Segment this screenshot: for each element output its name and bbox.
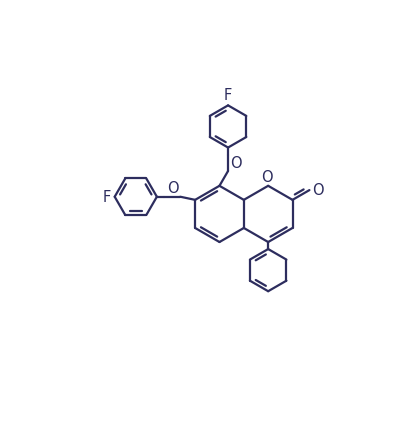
- Text: O: O: [167, 181, 178, 196]
- Text: O: O: [230, 156, 242, 171]
- Text: O: O: [262, 169, 273, 184]
- Text: O: O: [312, 182, 324, 197]
- Text: F: F: [224, 88, 232, 103]
- Text: F: F: [103, 190, 111, 205]
